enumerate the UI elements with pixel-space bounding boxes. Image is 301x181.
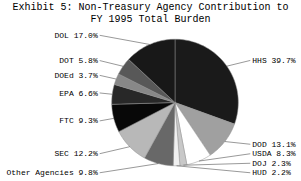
svg-text:FTC 9.3%: FTC 9.3%	[59, 116, 98, 125]
svg-text:SEC 12.2%: SEC 12.2%	[54, 149, 97, 158]
svg-text:DOJ 2.3%: DOJ 2.3%	[252, 159, 291, 168]
svg-text:DOL 17.0%: DOL 17.0%	[54, 31, 97, 40]
html-text:Exhibit 5: Non-Treasury Agency: Exhibit 5: Non-Treasury Agency Contribut…	[12, 2, 289, 25]
svg-text:DOEd 3.7%: DOEd 3.7%	[54, 71, 97, 80]
svg-text:EPA 6.6%: EPA 6.6%	[59, 89, 98, 98]
svg-text:DOT 5.8%: DOT 5.8%	[59, 56, 98, 65]
svg-text:HUD 2.2%: HUD 2.2%	[252, 168, 291, 177]
svg-text:DOD 13.1%: DOD 13.1%	[252, 140, 295, 149]
svg-text:Other Agencies 9.8%: Other Agencies 9.8%	[6, 168, 97, 177]
svg-text:USDA 8.3%: USDA 8.3%	[252, 149, 295, 158]
svg-text:HHS 39.7%: HHS 39.7%	[252, 56, 295, 65]
